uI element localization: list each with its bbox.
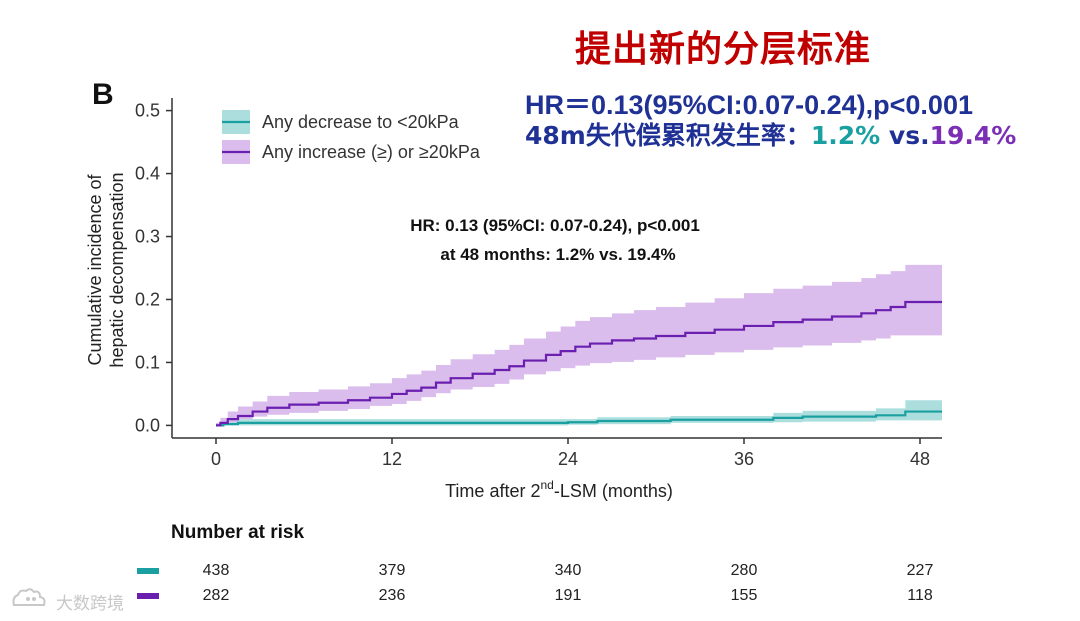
series-lines bbox=[216, 300, 942, 427]
confidence-band-series-2 bbox=[216, 264, 942, 426]
risk-row-2-value: 236 bbox=[378, 587, 406, 604]
y-tick-label: 0.4 bbox=[135, 164, 160, 184]
headline: 提出新的分层标准 bbox=[575, 29, 872, 70]
risk-row-1-value: 438 bbox=[202, 562, 230, 579]
series-line-1 bbox=[216, 410, 942, 427]
confidence-bands bbox=[216, 264, 942, 426]
axes: 0.0 0.1 0.2 0.3 0.4 0.5 0 12 24 36 48 bbox=[135, 98, 942, 469]
annotation-line-1: HR: 0.13 (95%CI: 0.07-0.24), p<0.001 bbox=[410, 216, 700, 235]
rate-prefix: 48m失代偿累积发生率： bbox=[525, 121, 811, 150]
hr-summary: HR＝0.13(95%CI:0.07-0.24),p<0.001 bbox=[525, 90, 973, 120]
risk-row-2-value: 118 bbox=[907, 587, 933, 604]
x-tick-label: 48 bbox=[910, 449, 930, 469]
risk-row-2-value: 282 bbox=[202, 587, 230, 604]
panel-label: B bbox=[92, 78, 114, 111]
x-axis-label-rest: -LSM (months) bbox=[554, 481, 673, 501]
y-axis-label-line-2: hepatic decompensation bbox=[107, 172, 127, 367]
risk-row-swatch-2 bbox=[137, 593, 159, 599]
y-tick-label: 0.2 bbox=[135, 289, 160, 309]
y-tick-label: 0.1 bbox=[135, 352, 160, 372]
rate-decrease: 1.2% bbox=[810, 121, 881, 150]
annotation-line-2: at 48 months: 1.2% vs. 19.4% bbox=[440, 245, 675, 264]
y-axis-label-line-1: Cumulative incidence of bbox=[85, 173, 105, 365]
y-tick-label: 0.3 bbox=[135, 227, 160, 247]
rate-increase: 19.4% bbox=[929, 121, 1017, 150]
cloud-logo-icon bbox=[10, 587, 50, 614]
y-tick-label: 0.5 bbox=[135, 101, 160, 121]
risk-table-title: Number at risk bbox=[171, 522, 305, 543]
y-axis-label: Cumulative incidence of hepatic decompen… bbox=[85, 172, 127, 367]
x-tick-label: 24 bbox=[558, 449, 578, 469]
x-tick-label: 0 bbox=[211, 449, 221, 469]
risk-row-1-value: 379 bbox=[378, 562, 406, 579]
risk-row-1-value: 340 bbox=[554, 562, 582, 579]
legend-label-1: Any decrease to <20kPa bbox=[262, 112, 460, 132]
watermark: 大数跨境 bbox=[10, 587, 124, 614]
y-tick-label: 0.0 bbox=[135, 415, 160, 435]
rate-summary: 48m失代偿累积发生率：1.2% vs.19.4% bbox=[525, 116, 1016, 152]
legend-label-2: Any increase (≥) or ≥20kPa bbox=[262, 142, 481, 162]
risk-row-2-value: 155 bbox=[730, 587, 758, 604]
x-axis-label: Time after 2nd-LSM (months) bbox=[445, 478, 673, 501]
risk-row-2-value: 191 bbox=[554, 587, 582, 604]
risk-row-1-value: 280 bbox=[730, 562, 758, 579]
series-line-2 bbox=[216, 300, 942, 427]
watermark-text: 大数跨境 bbox=[56, 594, 124, 614]
risk-row-swatch-1 bbox=[137, 568, 159, 574]
x-tick-label: 36 bbox=[734, 449, 754, 469]
risk-row-1-value: 227 bbox=[906, 562, 934, 579]
x-tick-label: 12 bbox=[382, 449, 402, 469]
x-axis-label-main: Time after 2 bbox=[445, 481, 540, 501]
rate-separator: vs. bbox=[880, 121, 930, 150]
x-axis-label-sup: nd bbox=[540, 478, 553, 492]
legend: Any decrease to <20kPa Any increase (≥) o… bbox=[222, 110, 481, 164]
